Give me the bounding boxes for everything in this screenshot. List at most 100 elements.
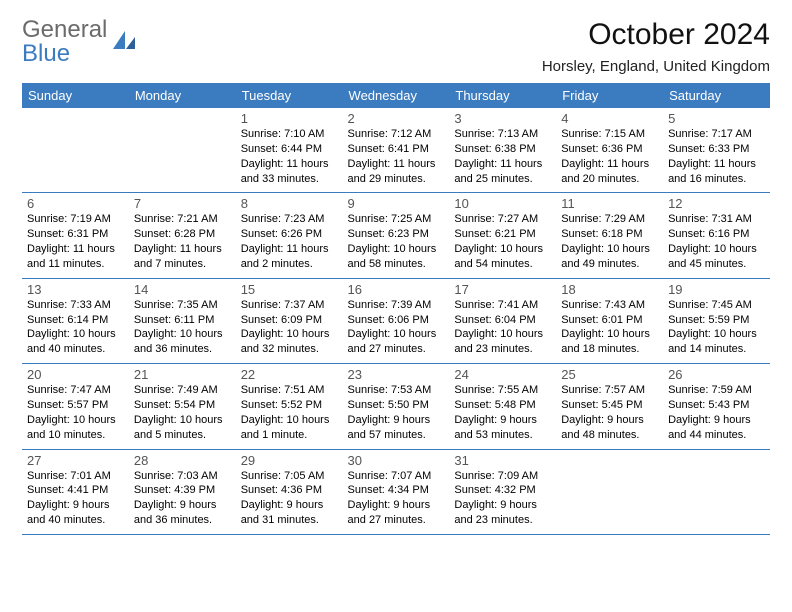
day-number: 13	[27, 282, 124, 297]
daylight-line: Daylight: 10 hours and 32 minutes.	[241, 327, 338, 357]
sunrise-line: Sunrise: 7:33 AM	[27, 298, 124, 313]
day-number: 20	[27, 367, 124, 382]
day-header: Wednesday	[343, 83, 450, 108]
calendar-cell: 5Sunrise: 7:17 AMSunset: 6:33 PMDaylight…	[663, 108, 770, 193]
title-block: October 2024 Horsley, England, United Ki…	[542, 18, 770, 75]
day-header: Monday	[129, 83, 236, 108]
calendar-cell: 8Sunrise: 7:23 AMSunset: 6:26 PMDaylight…	[236, 193, 343, 278]
daylight-line: Daylight: 9 hours and 36 minutes.	[134, 498, 231, 528]
calendar-cell: 25Sunrise: 7:57 AMSunset: 5:45 PMDayligh…	[556, 364, 663, 449]
sunset-line: Sunset: 6:18 PM	[561, 227, 658, 242]
calendar-row: 13Sunrise: 7:33 AMSunset: 6:14 PMDayligh…	[22, 278, 770, 363]
day-number: 5	[668, 111, 765, 126]
sunrise-line: Sunrise: 7:59 AM	[668, 383, 765, 398]
sunrise-line: Sunrise: 7:43 AM	[561, 298, 658, 313]
calendar-cell: 7Sunrise: 7:21 AMSunset: 6:28 PMDaylight…	[129, 193, 236, 278]
calendar-cell: 18Sunrise: 7:43 AMSunset: 6:01 PMDayligh…	[556, 278, 663, 363]
daylight-line: Daylight: 10 hours and 18 minutes.	[561, 327, 658, 357]
day-number: 12	[668, 196, 765, 211]
sunrise-line: Sunrise: 7:29 AM	[561, 212, 658, 227]
calendar-cell: 16Sunrise: 7:39 AMSunset: 6:06 PMDayligh…	[343, 278, 450, 363]
sunrise-line: Sunrise: 7:09 AM	[454, 469, 551, 484]
sunrise-line: Sunrise: 7:27 AM	[454, 212, 551, 227]
logo-word-blue: Blue	[22, 40, 70, 67]
day-number: 1	[241, 111, 338, 126]
calendar-cell: 23Sunrise: 7:53 AMSunset: 5:50 PMDayligh…	[343, 364, 450, 449]
calendar-body: 1Sunrise: 7:10 AMSunset: 6:44 PMDaylight…	[22, 108, 770, 534]
day-number: 28	[134, 453, 231, 468]
day-number: 26	[668, 367, 765, 382]
daylight-line: Daylight: 11 hours and 29 minutes.	[348, 157, 445, 187]
sunrise-line: Sunrise: 7:51 AM	[241, 383, 338, 398]
calendar-cell: 11Sunrise: 7:29 AMSunset: 6:18 PMDayligh…	[556, 193, 663, 278]
calendar-cell: 9Sunrise: 7:25 AMSunset: 6:23 PMDaylight…	[343, 193, 450, 278]
calendar-cell: 24Sunrise: 7:55 AMSunset: 5:48 PMDayligh…	[449, 364, 556, 449]
daylight-line: Daylight: 9 hours and 31 minutes.	[241, 498, 338, 528]
day-number: 30	[348, 453, 445, 468]
sunrise-line: Sunrise: 7:55 AM	[454, 383, 551, 398]
day-number: 2	[348, 111, 445, 126]
sunrise-line: Sunrise: 7:53 AM	[348, 383, 445, 398]
day-header: Thursday	[449, 83, 556, 108]
daylight-line: Daylight: 11 hours and 20 minutes.	[561, 157, 658, 187]
sunset-line: Sunset: 6:41 PM	[348, 142, 445, 157]
calendar-cell-empty	[663, 449, 770, 534]
sunrise-line: Sunrise: 7:39 AM	[348, 298, 445, 313]
sunset-line: Sunset: 6:04 PM	[454, 313, 551, 328]
sunrise-line: Sunrise: 7:37 AM	[241, 298, 338, 313]
daylight-line: Daylight: 9 hours and 48 minutes.	[561, 413, 658, 443]
sunset-line: Sunset: 6:23 PM	[348, 227, 445, 242]
calendar-row: 1Sunrise: 7:10 AMSunset: 6:44 PMDaylight…	[22, 108, 770, 193]
sunset-line: Sunset: 5:50 PM	[348, 398, 445, 413]
day-number: 15	[241, 282, 338, 297]
calendar-cell: 1Sunrise: 7:10 AMSunset: 6:44 PMDaylight…	[236, 108, 343, 193]
sunrise-line: Sunrise: 7:01 AM	[27, 469, 124, 484]
day-number: 3	[454, 111, 551, 126]
calendar-cell: 28Sunrise: 7:03 AMSunset: 4:39 PMDayligh…	[129, 449, 236, 534]
sunrise-line: Sunrise: 7:49 AM	[134, 383, 231, 398]
calendar-cell: 10Sunrise: 7:27 AMSunset: 6:21 PMDayligh…	[449, 193, 556, 278]
calendar-cell: 22Sunrise: 7:51 AMSunset: 5:52 PMDayligh…	[236, 364, 343, 449]
calendar-cell-empty	[556, 449, 663, 534]
calendar-head: SundayMondayTuesdayWednesdayThursdayFrid…	[22, 83, 770, 108]
day-number: 14	[134, 282, 231, 297]
day-number: 23	[348, 367, 445, 382]
calendar-cell: 31Sunrise: 7:09 AMSunset: 4:32 PMDayligh…	[449, 449, 556, 534]
daylight-line: Daylight: 10 hours and 1 minute.	[241, 413, 338, 443]
day-number: 10	[454, 196, 551, 211]
sunset-line: Sunset: 5:57 PM	[27, 398, 124, 413]
sunset-line: Sunset: 6:06 PM	[348, 313, 445, 328]
daylight-line: Daylight: 11 hours and 2 minutes.	[241, 242, 338, 272]
calendar-table: SundayMondayTuesdayWednesdayThursdayFrid…	[22, 83, 770, 535]
sunset-line: Sunset: 6:01 PM	[561, 313, 658, 328]
sunrise-line: Sunrise: 7:47 AM	[27, 383, 124, 398]
daylight-line: Daylight: 10 hours and 58 minutes.	[348, 242, 445, 272]
day-header: Tuesday	[236, 83, 343, 108]
day-header: Saturday	[663, 83, 770, 108]
calendar-cell: 6Sunrise: 7:19 AMSunset: 6:31 PMDaylight…	[22, 193, 129, 278]
calendar-cell: 21Sunrise: 7:49 AMSunset: 5:54 PMDayligh…	[129, 364, 236, 449]
daylight-line: Daylight: 9 hours and 40 minutes.	[27, 498, 124, 528]
daylight-line: Daylight: 9 hours and 57 minutes.	[348, 413, 445, 443]
calendar-cell: 26Sunrise: 7:59 AMSunset: 5:43 PMDayligh…	[663, 364, 770, 449]
sunset-line: Sunset: 6:44 PM	[241, 142, 338, 157]
calendar-row: 27Sunrise: 7:01 AMSunset: 4:41 PMDayligh…	[22, 449, 770, 534]
daylight-line: Daylight: 11 hours and 7 minutes.	[134, 242, 231, 272]
day-number: 24	[454, 367, 551, 382]
daylight-line: Daylight: 10 hours and 54 minutes.	[454, 242, 551, 272]
daylight-line: Daylight: 11 hours and 33 minutes.	[241, 157, 338, 187]
day-number: 8	[241, 196, 338, 211]
daylight-line: Daylight: 9 hours and 27 minutes.	[348, 498, 445, 528]
logo: General Blue	[22, 18, 137, 66]
sunset-line: Sunset: 5:43 PM	[668, 398, 765, 413]
sunrise-line: Sunrise: 7:31 AM	[668, 212, 765, 227]
sunset-line: Sunset: 4:32 PM	[454, 483, 551, 498]
sunset-line: Sunset: 6:16 PM	[668, 227, 765, 242]
day-number: 7	[134, 196, 231, 211]
day-number: 18	[561, 282, 658, 297]
sunrise-line: Sunrise: 7:10 AM	[241, 127, 338, 142]
calendar-cell: 12Sunrise: 7:31 AMSunset: 6:16 PMDayligh…	[663, 193, 770, 278]
day-number: 21	[134, 367, 231, 382]
day-header: Sunday	[22, 83, 129, 108]
logo-word-general: General	[22, 16, 107, 43]
